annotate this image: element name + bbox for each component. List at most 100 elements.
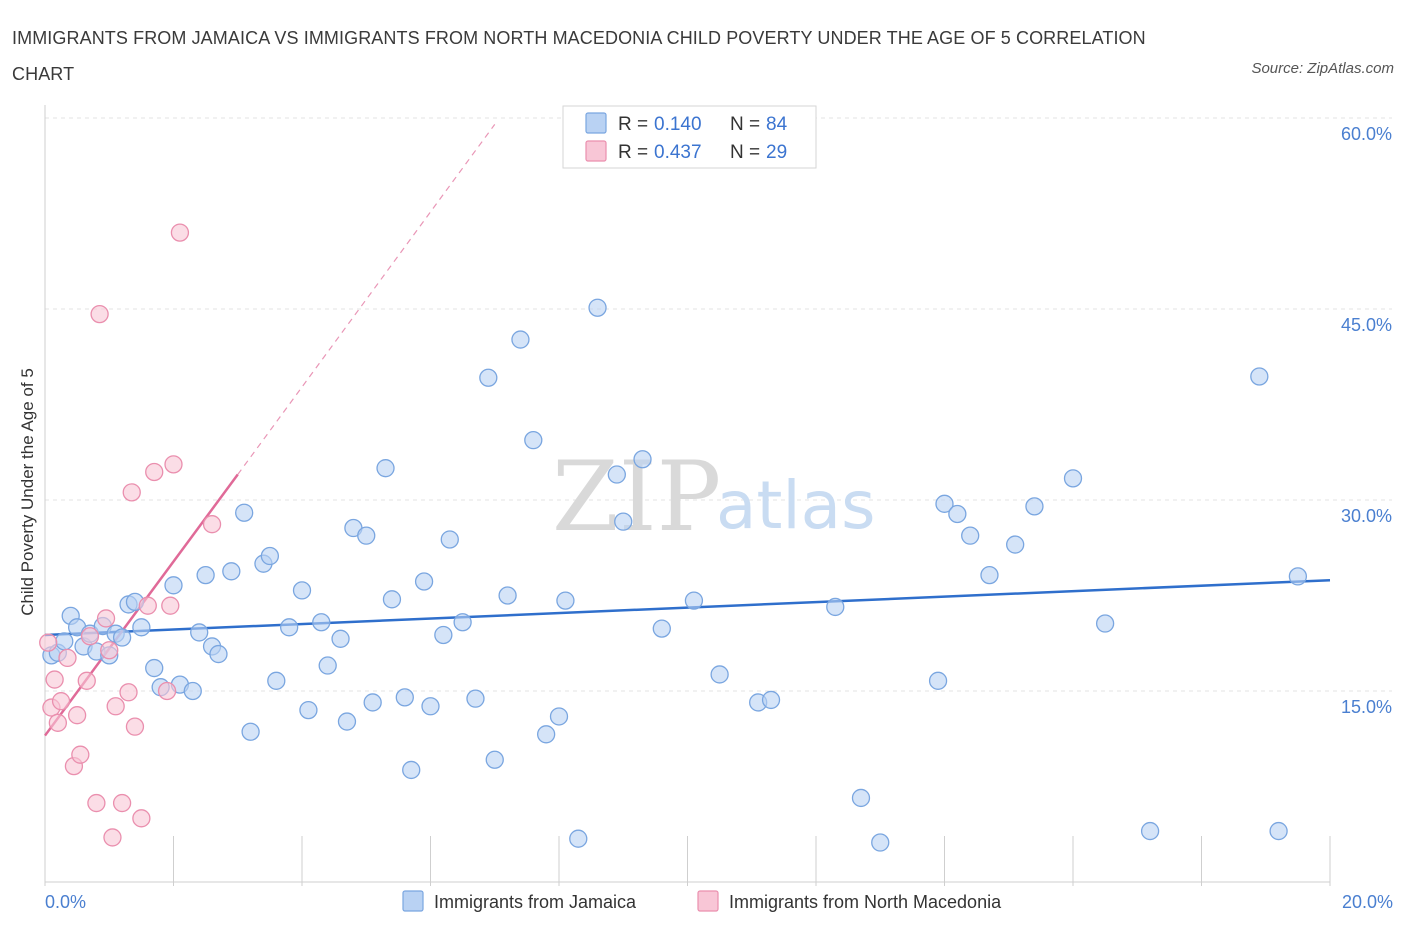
watermark: ZIP atlas: [552, 441, 876, 553]
point-jamaica: [537, 725, 556, 744]
point-macedonia: [161, 596, 180, 615]
x-tick-label: 0.0%: [45, 892, 86, 912]
point-jamaica: [466, 689, 485, 708]
point-jamaica: [485, 750, 504, 769]
point-macedonia: [48, 713, 67, 732]
point-jamaica: [524, 431, 543, 450]
point-macedonia: [145, 462, 164, 482]
point-macedonia: [122, 483, 141, 502]
point-jamaica: [132, 618, 151, 637]
point-jamaica: [569, 829, 588, 848]
legend-r-value-jamaica: 0.140: [654, 114, 702, 135]
point-jamaica: [299, 700, 318, 720]
point-jamaica: [1095, 614, 1115, 633]
y-tick-label: 60.0%: [1341, 124, 1392, 144]
y-tick-label: 15.0%: [1341, 697, 1392, 717]
trend-line-jamaica: [44, 578, 1331, 637]
point-jamaica: [357, 526, 376, 545]
legend-n-label-jamaica: N =: [730, 114, 760, 135]
point-macedonia: [202, 515, 222, 534]
legend-n-value-macedonia: 29: [766, 142, 787, 163]
point-macedonia: [138, 596, 157, 615]
point-jamaica: [112, 628, 132, 647]
point-jamaica: [312, 613, 331, 632]
point-jamaica: [710, 665, 729, 684]
point-jamaica: [826, 597, 845, 617]
point-jamaica: [279, 618, 299, 637]
y-tick-label: 30.0%: [1341, 506, 1392, 526]
point-jamaica: [556, 591, 575, 610]
legend-n-value-jamaica: 84: [766, 114, 788, 135]
point-jamaica: [851, 788, 871, 808]
bottom-legend-swatch-macedonia: [697, 890, 719, 912]
point-macedonia: [106, 697, 125, 716]
axes: [44, 105, 1331, 886]
point-jamaica: [55, 632, 74, 651]
point-jamaica: [761, 690, 781, 710]
point-jamaica: [241, 722, 260, 741]
bottom-legend-label-macedonia: Immigrants from North Macedonia: [729, 892, 1002, 912]
point-jamaica: [633, 450, 652, 469]
point-jamaica: [980, 565, 999, 585]
point-macedonia: [157, 681, 177, 701]
bottom-legend-swatch-jamaica: [402, 890, 424, 912]
point-macedonia: [164, 455, 183, 474]
point-jamaica: [382, 590, 402, 609]
point-macedonia: [119, 683, 138, 702]
point-jamaica: [871, 833, 890, 852]
point-macedonia: [100, 641, 119, 660]
point-macedonia: [112, 793, 132, 813]
chart-title: IMMIGRANTS FROM JAMAICA VS IMMIGRANTS FR…: [12, 28, 1146, 84]
point-macedonia: [77, 671, 96, 690]
point-jamaica: [440, 530, 459, 549]
point-jamaica: [935, 494, 954, 513]
point-macedonia: [87, 793, 106, 813]
legend-r-label-jamaica: R =: [618, 114, 648, 135]
point-macedonia: [67, 706, 87, 725]
point-jamaica: [1025, 497, 1044, 516]
point-macedonia: [103, 828, 122, 847]
trend-line-macedonia-extension: [237, 124, 496, 475]
source-credit: Source: ZipAtlas.com: [1251, 60, 1394, 77]
point-macedonia: [125, 717, 145, 736]
point-jamaica: [498, 586, 517, 605]
point-macedonia: [71, 745, 90, 764]
point-jamaica: [453, 613, 472, 632]
point-jamaica: [190, 623, 209, 642]
trend-lines: [43, 124, 1331, 737]
data-points: [39, 223, 1308, 852]
point-macedonia: [90, 304, 109, 324]
point-macedonia: [45, 670, 64, 689]
watermark-atlas: atlas: [716, 467, 876, 544]
bottom-legend-label-jamaica: Immigrants from Jamaica: [434, 892, 637, 912]
point-jamaica: [607, 465, 626, 484]
point-jamaica: [421, 697, 440, 716]
point-jamaica: [145, 658, 164, 678]
point-jamaica: [652, 619, 671, 638]
point-macedonia: [58, 648, 77, 668]
point-macedonia: [39, 633, 58, 652]
point-jamaica: [196, 565, 215, 585]
point-jamaica: [414, 572, 434, 591]
point-jamaica: [684, 591, 704, 610]
point-jamaica: [1288, 567, 1308, 586]
bottom-legend: Immigrants from Jamaica Immigrants from …: [402, 890, 1002, 912]
tick-labels: 15.0% 30.0% 45.0% 60.0% 0.0% 20.0%: [45, 124, 1393, 912]
point-jamaica: [928, 671, 948, 690]
point-jamaica: [331, 629, 350, 648]
y-axis-label: Child Poverty Under the Age of 5: [18, 368, 37, 616]
legend-n-label-macedonia: N =: [730, 142, 760, 163]
point-jamaica: [267, 671, 286, 690]
point-jamaica: [614, 512, 633, 531]
point-jamaica: [209, 644, 228, 664]
point-jamaica: [292, 581, 312, 600]
point-jamaica: [1006, 535, 1025, 554]
y-tick-label: 45.0%: [1341, 315, 1392, 335]
point-jamaica: [376, 459, 395, 478]
legend-swatch-macedonia: [585, 140, 607, 162]
point-jamaica: [1063, 469, 1083, 488]
point-jamaica: [318, 656, 337, 675]
point-jamaica: [164, 576, 183, 595]
point-jamaica: [1140, 821, 1160, 841]
